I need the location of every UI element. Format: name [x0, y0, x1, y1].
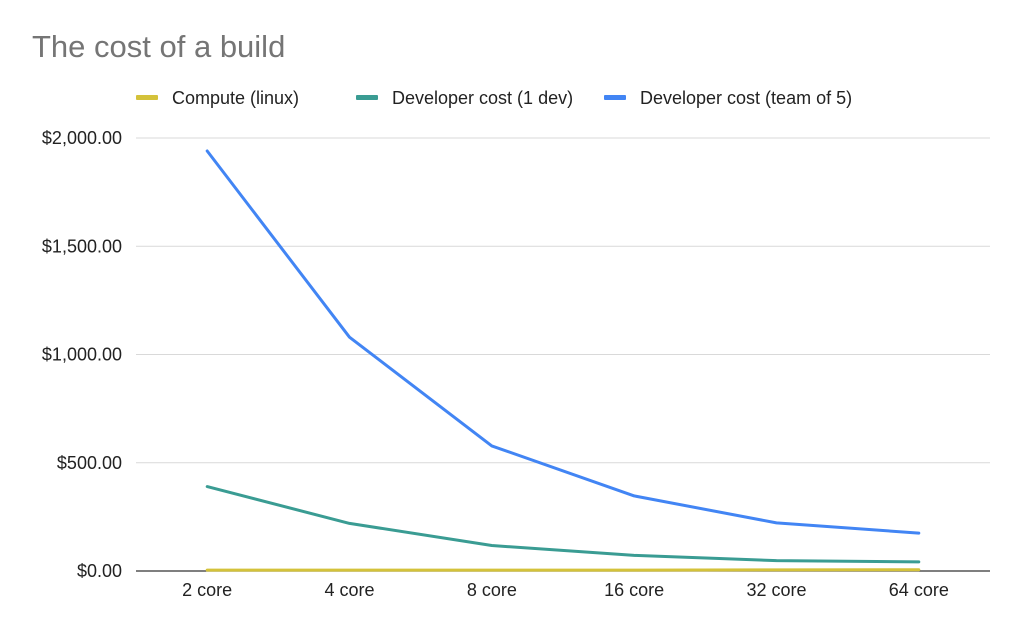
- legend-swatch: [604, 95, 626, 100]
- x-tick-label: 2 core: [182, 580, 232, 600]
- gridlines: [136, 137, 990, 464]
- legend-item[interactable]: Developer cost (team of 5): [604, 88, 852, 108]
- x-tick-label: 32 core: [746, 580, 806, 600]
- y-tick-label: $0.00: [77, 561, 122, 581]
- x-axis-tick-labels: 2 core 4 core 8 core 16 core 32 core 64 core: [182, 580, 949, 600]
- x-tick-label: 16 core: [604, 580, 664, 600]
- x-tick-label: 4 core: [324, 580, 374, 600]
- y-tick-label: $2,000.00: [42, 128, 122, 148]
- y-tick-label: $1,000.00: [42, 345, 122, 365]
- legend-item[interactable]: Compute (linux): [136, 88, 299, 108]
- series-line-3: [205, 149, 921, 535]
- y-axis-tick-labels: $0.00 $500.00 $1,000.00 $1,500.00 $2,000.00: [42, 128, 122, 581]
- legend-item[interactable]: Developer cost (1 dev): [356, 88, 573, 108]
- y-tick-label: $1,500.00: [42, 236, 122, 256]
- chart-title: The cost of a build: [32, 29, 285, 64]
- legend: Compute (linux) Developer cost (1 dev) Dev…: [136, 88, 852, 108]
- y-tick-label: $500.00: [57, 453, 122, 473]
- legend-label: Developer cost (team of 5): [640, 88, 852, 108]
- legend-swatch: [136, 95, 158, 100]
- x-tick-label: 8 core: [467, 580, 517, 600]
- legend-swatch: [356, 95, 378, 100]
- legend-label: Developer cost (1 dev): [392, 88, 573, 108]
- series-lines: [205, 149, 921, 572]
- legend-label: Compute (linux): [172, 88, 299, 108]
- series-line-2: [205, 485, 921, 564]
- x-tick-label: 64 core: [889, 580, 949, 600]
